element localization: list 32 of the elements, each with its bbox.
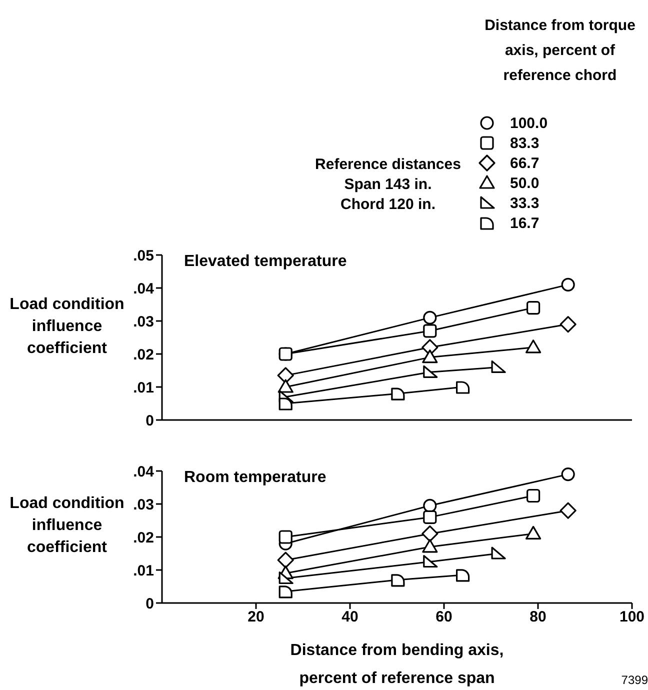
- x-tick-label: 40: [342, 608, 358, 626]
- y-tick-label: .04: [133, 280, 155, 298]
- y-axis-title: Load condition influence coefficient: [8, 494, 126, 558]
- y-tick-label: .05: [133, 247, 154, 264]
- y-axis-title: Load condition influence coefficient: [8, 294, 126, 358]
- text: Span 143 in.: [343, 175, 433, 195]
- y-tick-label: .02: [133, 346, 154, 364]
- y-tick-label: .01: [133, 562, 154, 580]
- legend-label: 83.3: [510, 134, 540, 152]
- y-tick-label: .03: [133, 313, 154, 330]
- x-tick-label: 80: [530, 608, 546, 626]
- legend-title: Distance from torque axis, percent of reference chord: [484, 16, 636, 86]
- y-tick-label: .01: [133, 379, 154, 396]
- text: Chord 120 in.: [339, 195, 437, 215]
- x-tick-label: 60: [436, 608, 452, 626]
- y-tick-label: 0: [146, 595, 154, 612]
- text: 7399: [621, 673, 648, 687]
- chart-title: Room temperature: [184, 469, 326, 487]
- y-tick-label: 0: [146, 412, 154, 430]
- y-tick-label: .02: [133, 529, 154, 546]
- text: Reference distances: [314, 155, 462, 175]
- y-tick-label: .04: [133, 463, 155, 480]
- chart-title: Elevated temperature: [184, 253, 347, 271]
- x-tick-label: 20: [248, 608, 264, 626]
- legend-label: 16.7: [510, 214, 540, 232]
- x-axis-title: Distance from bending axis, percent of reference span: [289, 641, 505, 689]
- legend-label: 33.3: [510, 194, 540, 212]
- legend-label: 100.0: [510, 114, 548, 132]
- legend-label: 50.0: [510, 174, 540, 192]
- legend-label: 66.7: [510, 154, 540, 172]
- y-tick-label: .03: [133, 496, 154, 514]
- x-tick-label: 100: [619, 608, 645, 626]
